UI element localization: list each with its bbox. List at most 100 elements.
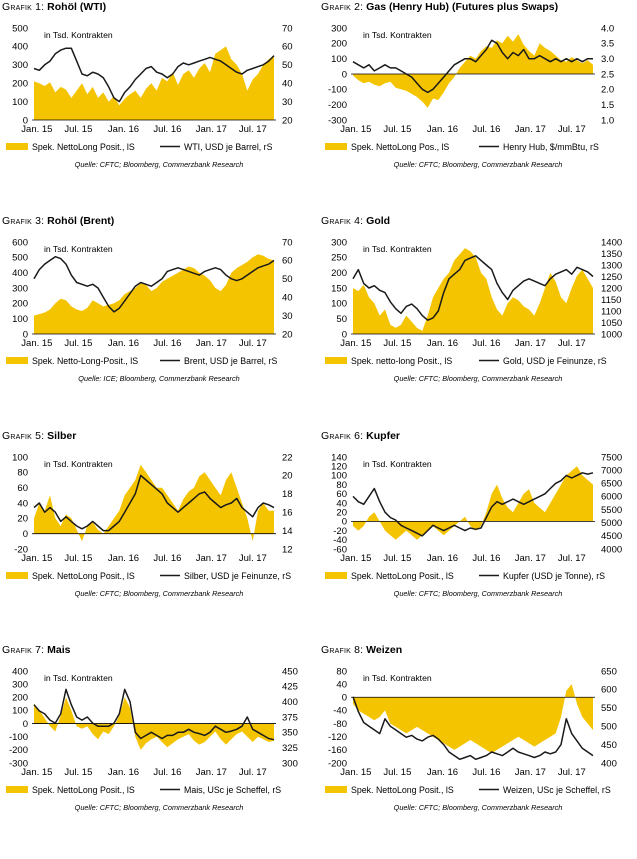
- x-axis-tick: Jan. 15: [21, 338, 52, 349]
- legend-label-area: Spek. Netto-Long-Posit., lS: [32, 356, 138, 366]
- left-axis-tick: 150: [331, 283, 347, 294]
- chart-title: Grafik 3: Rohöl (Brent): [2, 215, 114, 227]
- legend-label-area: Spek. NettoLong Posit., lS: [32, 785, 135, 795]
- chart-svg: 100 80 60 40 20 0 -20 22 20 18 16 14 12 Jan. 15 Jul. 1…: [6, 452, 293, 581]
- x-axis-tick: Jan. 16: [108, 124, 139, 135]
- right-axis-tick: 1400: [601, 237, 622, 248]
- chart-title: Grafik 2: Gas (Henry Hub) (Futures plus …: [321, 1, 558, 13]
- left-axis-tick: -60: [333, 544, 347, 555]
- chart-number: Grafik 5:: [2, 430, 45, 442]
- right-axis-tick: 22: [282, 452, 293, 463]
- legend-label-line: Henry Hub, $/mmBtu, rS: [503, 142, 599, 152]
- left-axis-tick: -80: [333, 719, 347, 730]
- left-axis-tick: -40: [333, 535, 347, 546]
- right-axis-tick: 40: [282, 293, 293, 304]
- right-axis-tick: 30: [282, 311, 293, 322]
- right-axis-tick: 600: [601, 685, 617, 696]
- left-axis-tick: 100: [12, 452, 28, 463]
- chart-svg: 400 300 200 100 0 -100 -200 -300 450 425 400 375 350…: [6, 666, 298, 795]
- left-axis-tick: -100: [328, 85, 347, 96]
- left-axis-tick: 200: [331, 268, 347, 279]
- line-series-price: [352, 696, 594, 761]
- legend-swatch-area: [325, 143, 347, 150]
- x-axis-tick: Jan. 15: [21, 767, 52, 778]
- legend-label-line: Kupfer (USD je Tonne), rS: [503, 571, 605, 581]
- right-axis-tick: 325: [282, 743, 298, 754]
- chart-panel-4: Grafik 4: Gold 300 250 200 150 100 50 0 1400 1350…: [319, 214, 637, 428]
- x-axis-tick: Jan. 17: [515, 553, 546, 564]
- right-axis-tick: 1.0: [601, 115, 614, 126]
- line-series-price: [33, 47, 275, 103]
- left-axis-tick: -20: [333, 526, 347, 537]
- left-axis-tick: -300: [328, 115, 347, 126]
- left-axis-tick: 0: [23, 529, 28, 540]
- right-axis-tick: 1300: [601, 260, 622, 271]
- left-axis-tick: 300: [12, 679, 28, 690]
- right-axis-tick: 550: [601, 703, 617, 714]
- left-axis-tick: 20: [336, 508, 347, 519]
- right-axis-tick: 2.0: [601, 85, 614, 96]
- right-axis-tick: 1.5: [601, 100, 614, 111]
- units-note: in Tsd. Kontrakten: [44, 459, 113, 469]
- right-axis-tick: 400: [601, 758, 617, 769]
- line-series-price: [33, 474, 275, 532]
- right-axis-tick: 5000: [601, 518, 622, 529]
- units-note: in Tsd. Kontrakten: [44, 244, 113, 254]
- x-axis-tick: Jul. 16: [472, 338, 500, 349]
- x-axis-tick: Jan. 15: [21, 553, 52, 564]
- source-note: Quelle: CFTC; Bloomberg, Commerzbank Res…: [74, 803, 244, 812]
- legend-swatch-area: [325, 572, 347, 579]
- source-note: Quelle: CFTC; Bloomberg, Commerzbank Res…: [393, 589, 563, 598]
- area-series-net-long: [34, 254, 274, 334]
- right-axis-tick: 3.5: [601, 39, 614, 50]
- x-axis-tick: Jul. 17: [239, 553, 267, 564]
- right-axis-tick: 6500: [601, 479, 622, 490]
- line-series-price: [352, 255, 594, 321]
- x-axis-tick: Jul. 17: [558, 553, 586, 564]
- right-axis-tick: 1050: [601, 318, 622, 329]
- chart-title-text: Kupfer: [363, 430, 401, 442]
- x-axis-tick: Jan. 17: [196, 338, 227, 349]
- units-note: in Tsd. Kontrakten: [363, 459, 432, 469]
- chart-title: Grafik 1: Rohöl (WTI): [2, 1, 106, 13]
- x-axis-tick: Jul. 16: [153, 124, 181, 135]
- right-axis-tick: 400: [282, 697, 298, 708]
- chart-svg: 3002502001501005001400135013001250120011…: [325, 237, 622, 366]
- left-axis-tick: 120: [331, 462, 347, 473]
- x-axis-tick: Jan. 15: [340, 338, 371, 349]
- right-axis-tick: 1250: [601, 272, 622, 283]
- legend-swatch-area: [325, 357, 347, 364]
- legend-label-area: Spek. NettoLong Pos., lS: [351, 142, 449, 152]
- chart-panel-2: Grafik 2: Gas (Henry Hub) (Futures plus …: [319, 0, 637, 214]
- x-axis-tick: Jul. 17: [239, 124, 267, 135]
- right-axis-tick: 7500: [601, 452, 622, 463]
- left-axis-tick: 100: [12, 97, 28, 108]
- right-axis-tick: 4.0: [601, 23, 614, 34]
- chart-number: Grafik 6:: [321, 430, 364, 442]
- left-axis-tick: 400: [12, 42, 28, 53]
- units-note: in Tsd. Kontrakten: [363, 30, 432, 40]
- left-axis-tick: 200: [331, 39, 347, 50]
- legend-swatch-area: [6, 786, 28, 793]
- left-axis-tick: 40: [336, 679, 347, 690]
- left-axis-tick: 80: [17, 468, 28, 479]
- x-axis-tick: Jan. 16: [427, 553, 458, 564]
- right-axis-tick: 60: [282, 256, 293, 267]
- x-axis-tick: Jul. 15: [383, 553, 411, 564]
- x-axis-tick: Jul. 15: [383, 124, 411, 135]
- legend-swatch-area: [6, 572, 28, 579]
- x-axis-tick: Jan. 15: [340, 767, 371, 778]
- x-axis-tick: Jul. 17: [558, 338, 586, 349]
- x-axis-tick: Jan. 17: [515, 767, 546, 778]
- right-axis-tick: 300: [282, 758, 298, 769]
- area-series-net-long: [353, 248, 593, 334]
- right-axis-tick: 1150: [601, 295, 621, 306]
- left-axis-tick: 300: [331, 23, 347, 34]
- right-axis-tick: 70: [282, 23, 293, 34]
- left-axis-tick: -100: [9, 732, 28, 743]
- right-axis-tick: 450: [601, 740, 617, 751]
- chart-svg: 600 500 400 300 200 100 0 70 60 50 40 30 20 Jan. 15 Ju…: [6, 237, 293, 366]
- right-axis-tick: 60: [282, 42, 293, 53]
- right-axis-tick: 20: [282, 115, 293, 126]
- left-axis-tick: 0: [342, 693, 347, 704]
